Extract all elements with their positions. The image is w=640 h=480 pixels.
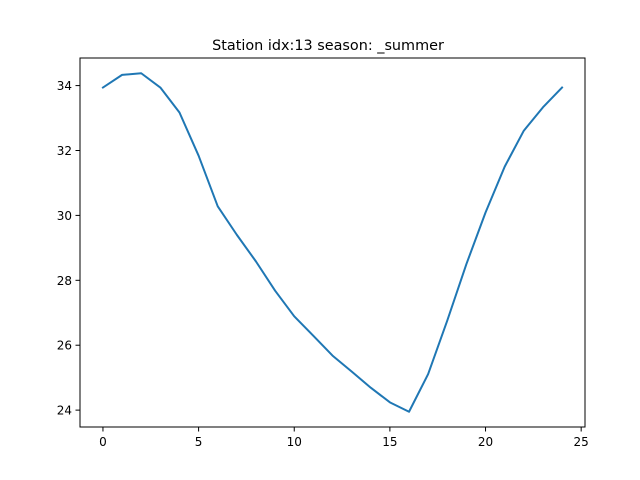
axes: 0 5 10 15 20 25 24 26 28 30 32 34 <box>57 57 589 449</box>
axes-frame <box>79 57 586 428</box>
x-tick-label: 20 <box>478 435 493 449</box>
y-tick-label: 34 <box>57 79 72 93</box>
chart-title: Station idx:13 season: _summer <box>212 38 444 54</box>
x-tick-label: 25 <box>574 435 589 449</box>
x-tick-label: 5 <box>195 435 203 449</box>
y-tick-label: 28 <box>57 274 72 288</box>
x-tick-label: 15 <box>382 435 397 449</box>
y-tick-label: 26 <box>57 339 72 353</box>
y-tick-label: 24 <box>57 404 72 418</box>
x-tick-label: 10 <box>287 435 302 449</box>
series-line-0 <box>101 72 564 413</box>
y-tick-label: 30 <box>57 209 72 223</box>
y-tick-label: 32 <box>57 144 72 158</box>
plot-area <box>101 72 564 413</box>
x-tick-label: 0 <box>99 435 107 449</box>
